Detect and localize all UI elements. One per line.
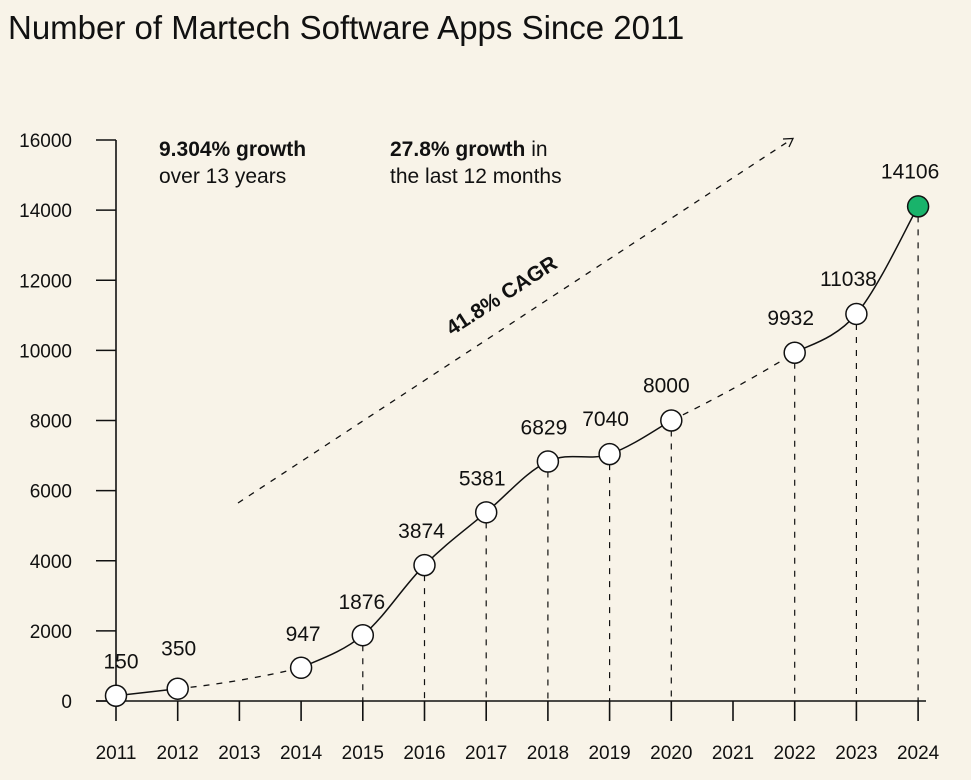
- axes: 0 2000 4000 6000 8000 10000 12000 14000 16000 201…: [19, 131, 940, 764]
- x-tick-label: 2017: [465, 743, 507, 764]
- y-tick-label: 4000: [30, 552, 72, 573]
- cagr-arrowhead: [782, 137, 795, 148]
- data-point-2022: [783, 341, 806, 365]
- growth-recent-rest: the last 12 months: [390, 165, 562, 188]
- y-tick-label: 6000: [30, 482, 72, 503]
- x-tick-label: 2015: [342, 743, 384, 764]
- x-tick-label: 2022: [774, 743, 816, 764]
- x-tick-label: 2019: [588, 743, 630, 764]
- data-label-2015: 1876: [338, 591, 385, 614]
- y-tick-label: 2000: [30, 622, 72, 643]
- growth-recent-suffix: in: [525, 138, 547, 161]
- data-label-2017: 5381: [459, 467, 506, 490]
- data-point-2024: [906, 195, 930, 218]
- x-tick-label: 2013: [218, 743, 260, 764]
- x-tick-label: 2020: [650, 743, 692, 764]
- y-tick-label: 0: [61, 692, 72, 713]
- annotations: 9.304% growth over 13 years 27.8% growth…: [159, 137, 795, 504]
- growth-total-annotation: 9.304% growth: [159, 138, 306, 161]
- data-point-2015: [351, 623, 375, 647]
- data-point-2018: [536, 450, 560, 473]
- y-tick-label: 14000: [19, 201, 72, 222]
- x-tick-label: 2018: [527, 743, 569, 764]
- data-label-2014: 947: [286, 623, 321, 646]
- cagr-trend-arrow: [237, 138, 793, 504]
- data-point-2012: [166, 677, 189, 700]
- data-label-2024: 14106: [881, 160, 939, 183]
- cagr-label: 41.8% CAGR: [442, 252, 561, 341]
- data-label-2016: 3874: [398, 520, 445, 543]
- x-tick-label: 2016: [403, 743, 445, 764]
- drop-lines: [362, 216, 919, 701]
- series-dashed-segment: [177, 667, 302, 690]
- x-tick-label: 2021: [712, 743, 754, 764]
- data-point-2020: [660, 409, 683, 432]
- data-point-2019: [598, 442, 621, 466]
- points: [104, 195, 930, 707]
- data-labels: 150 350 947 1876 3874 5381 6829 7040 8000 9932 110…: [103, 160, 939, 673]
- series-dashed-segment: [671, 352, 796, 422]
- data-point-2011: [104, 684, 128, 707]
- data-label-2023: 11038: [820, 268, 877, 291]
- x-tick-label: 2023: [835, 743, 877, 764]
- data-label-2022: 9932: [767, 307, 814, 330]
- x-tick-label: 2014: [280, 743, 323, 764]
- data-label-2012: 350: [161, 638, 196, 661]
- growth-recent-bold: 27.8% growth: [390, 138, 525, 161]
- y-tick-label: 8000: [30, 412, 72, 433]
- growth-total-rest: over 13 years: [159, 165, 286, 188]
- x-tick-label: 2024: [897, 743, 940, 764]
- data-point-2016: [413, 553, 436, 577]
- y-tick-label: 12000: [19, 271, 72, 292]
- chart-title: Number of Martech Software Apps Since 20…: [8, 9, 684, 46]
- data-point-2014: [289, 656, 313, 680]
- y-tick-label: 16000: [19, 131, 72, 152]
- data-point-2023: [845, 302, 868, 326]
- y-tick-label: 10000: [19, 341, 72, 362]
- data-point-2017: [474, 501, 498, 524]
- data-label-2020: 8000: [643, 375, 690, 398]
- growth-recent-annotation: 27.8% growth in: [390, 138, 548, 161]
- data-label-2019: 7040: [582, 408, 629, 431]
- x-tick-label: 2011: [96, 743, 137, 764]
- data-label-2011: 150: [103, 651, 138, 674]
- growth-total-bold: 9.304% growth: [159, 138, 306, 161]
- data-label-2018: 6829: [521, 417, 568, 440]
- x-tick-label: 2012: [157, 743, 199, 764]
